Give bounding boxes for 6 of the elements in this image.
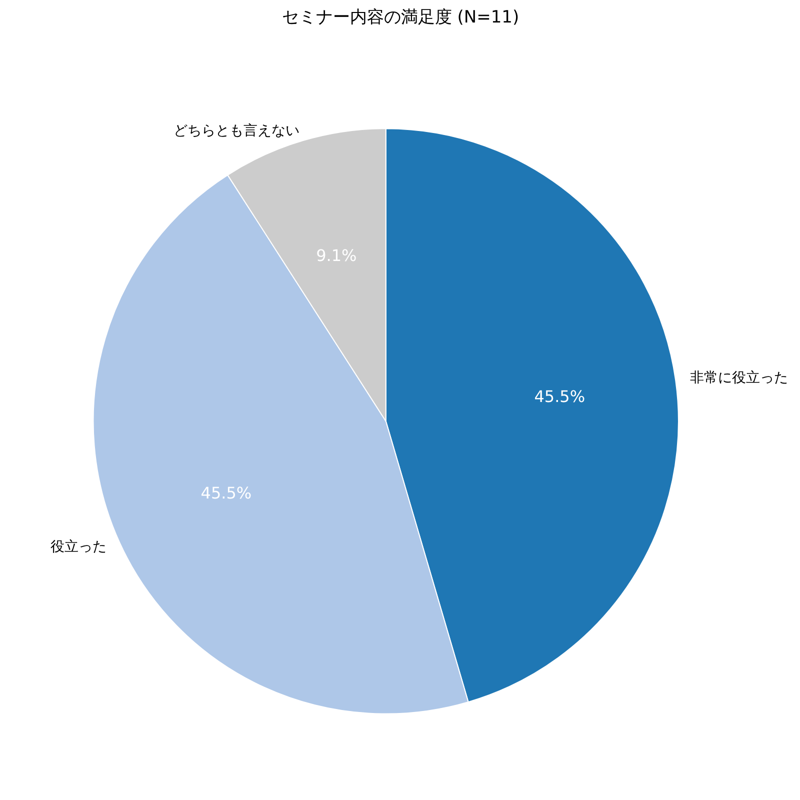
chart-title: セミナー内容の満足度 (N=11) xyxy=(282,8,520,28)
slice-label: どちらとも言えない xyxy=(173,123,300,140)
data-label: 45.5% xyxy=(200,483,252,502)
slice-label: 非常に役立った xyxy=(690,370,788,386)
slice-label: 役立った xyxy=(50,538,106,555)
data-label: 45.5% xyxy=(534,387,586,406)
